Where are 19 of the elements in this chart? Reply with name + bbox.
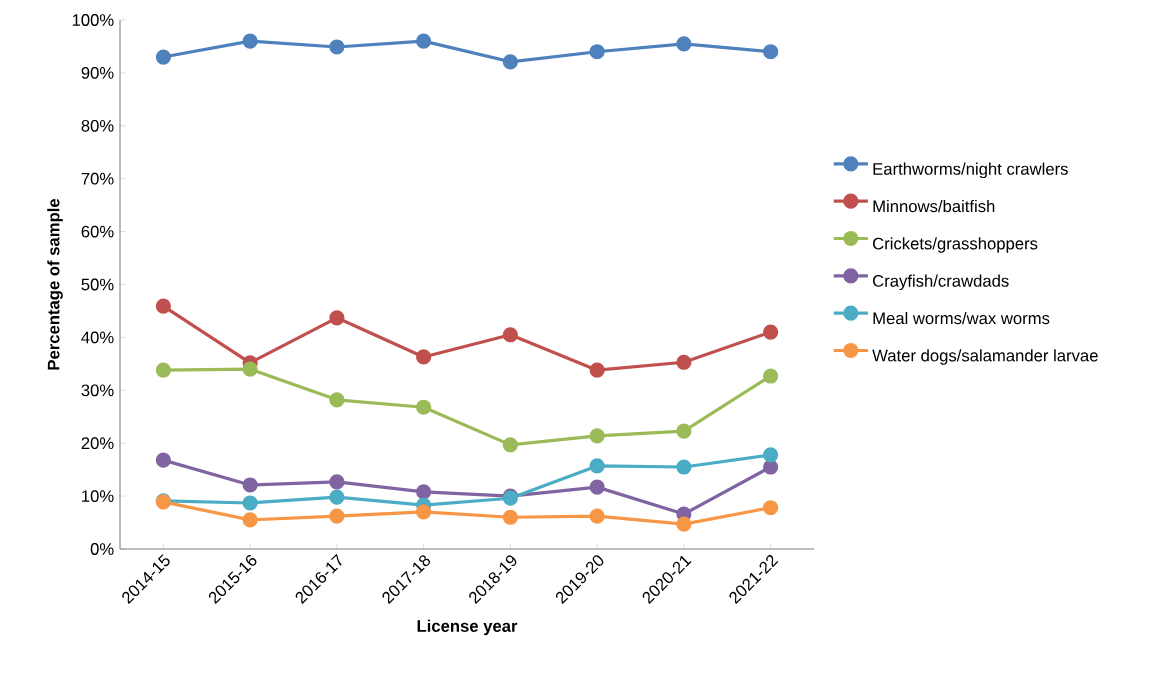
legend-label: Crickets/grasshoppers [873, 237, 1038, 253]
y-tick-label: 70% [81, 172, 114, 185]
legend-label: Water dogs/salamander larvae [872, 349, 1098, 365]
y-tick-label: 100% [72, 14, 114, 26]
y-tick-label: 0% [90, 543, 114, 555]
legend-label: Minnows/baitfish [873, 199, 995, 213]
y-tick-label: 40% [81, 331, 114, 344]
y-tick-label: 80% [81, 119, 114, 132]
y-tick-label: 90% [81, 67, 114, 79]
y-tick-label: 30% [81, 384, 114, 397]
y-tick-label: 50% [81, 278, 114, 291]
y-axis-title: Percentage of sample [47, 198, 63, 370]
y-tick-label: 20% [81, 437, 114, 450]
y-tick-label: 60% [81, 225, 114, 238]
x-axis-title: License year [417, 619, 518, 636]
legend-label: Crayfish/crawdads [873, 274, 1009, 291]
legend-label: Earthworms/night crawlers [873, 162, 1068, 179]
legend-label: Meal worms/wax worms [873, 311, 1050, 325]
y-tick-label: 10% [82, 490, 114, 502]
